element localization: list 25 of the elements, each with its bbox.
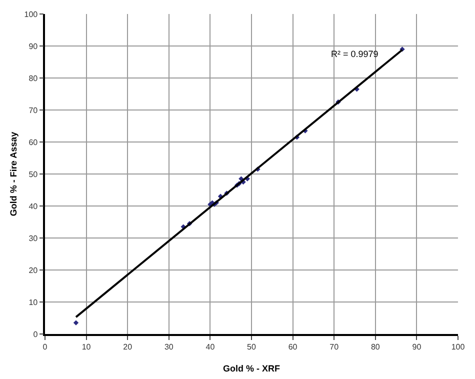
y-tick-label: 70: [28, 106, 38, 115]
x-tick-label: 10: [82, 342, 92, 352]
y-tick-label: 40: [28, 202, 38, 211]
y-tick-label: 20: [28, 266, 38, 275]
y-axis-title: Gold % - Fire Assay: [8, 132, 18, 216]
x-tick-label: 70: [330, 342, 340, 352]
x-tick-label: 0: [42, 342, 48, 352]
y-tick-label: 30: [28, 234, 38, 243]
x-tick-label: 80: [370, 342, 380, 352]
x-tick-label: 60: [288, 342, 298, 352]
y-tick-label: 10: [28, 298, 38, 307]
annotation: R² = 0.9979: [331, 49, 378, 59]
x-tick-label: 90: [412, 342, 422, 352]
x-tick-label: 40: [206, 342, 216, 352]
y-tick-label: 100: [24, 10, 38, 19]
y-tick-label: 50: [28, 170, 38, 179]
y-tick-label: 90: [28, 42, 38, 51]
y-tick-label: 60: [28, 138, 38, 147]
x-axis-title: Gold % - XRF: [223, 364, 280, 374]
x-tick-label: 100: [451, 342, 466, 352]
x-tick-label: 50: [247, 342, 256, 352]
y-tick-label: 0: [33, 330, 38, 339]
y-tick-label: 80: [28, 74, 38, 83]
x-tick-label: 20: [123, 342, 133, 352]
x-tick-label: 30: [164, 342, 174, 352]
